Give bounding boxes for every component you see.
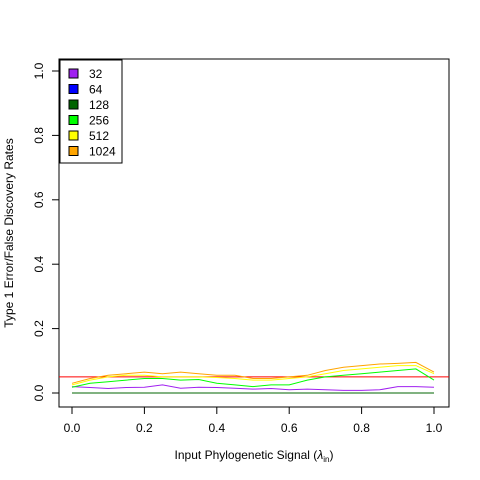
legend-swatch-256 (68, 115, 79, 125)
series-layer (71, 361, 435, 394)
x-tick-label: 0.6 (281, 421, 298, 435)
legend-swatch-32 (68, 68, 79, 79)
series-line-1024 (71, 361, 435, 384)
x-tick-label: 0.2 (136, 421, 153, 435)
y-tick-label: 0.6 (32, 191, 46, 208)
legend-label-256: 256 (89, 114, 109, 128)
x-axis-title: Input Phylogenetic Signal (λin) (175, 448, 334, 464)
x-axis: 0.0 0.2 0.4 0.6 0.8 1.0 (64, 406, 443, 435)
legend-label-64: 64 (89, 83, 103, 97)
x-tick-label: 0.0 (64, 421, 81, 435)
y-tick-label: 0.0 (32, 384, 46, 401)
legend-swatch-128 (68, 99, 79, 110)
legend-swatch-512 (68, 130, 79, 141)
legend-swatch-1024 (68, 146, 79, 156)
legend-label-128: 128 (89, 98, 109, 112)
legend-label-1024: 1024 (89, 145, 116, 159)
legend-label-512: 512 (89, 129, 109, 143)
legend-label-32: 32 (89, 67, 103, 81)
y-axis: 0.0 0.2 0.4 0.6 0.8 1.0 (32, 62, 60, 401)
series-line-512 (71, 365, 435, 386)
y-tick-label: 0.4 (32, 256, 46, 273)
x-tick-label: 0.4 (208, 421, 225, 435)
y-tick-label: 1.0 (32, 62, 46, 79)
legend-swatch-64 (68, 84, 79, 94)
x-tick-label: 1.0 (426, 421, 443, 435)
y-axis-title: Type 1 Error/False Discovery Rates (2, 138, 16, 327)
series-line-256 (71, 368, 435, 388)
y-tick-label: 0.8 (32, 127, 46, 144)
y-tick-label: 0.2 (32, 320, 46, 337)
series-line-32 (71, 384, 435, 391)
x-tick-label: 0.8 (353, 421, 370, 435)
